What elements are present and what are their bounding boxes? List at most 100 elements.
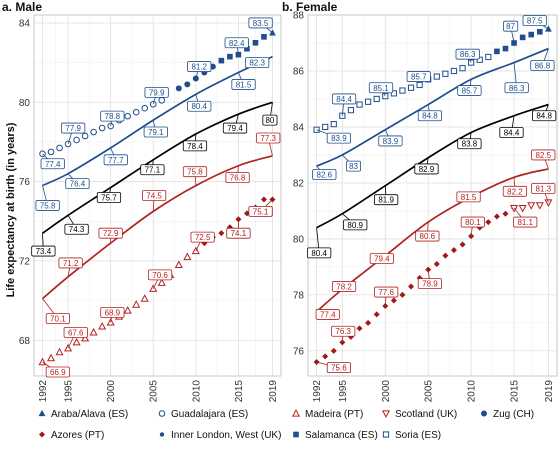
data-point (450, 247, 457, 254)
data-point (56, 144, 63, 152)
data-point (382, 93, 389, 100)
label-box (262, 114, 278, 126)
value-label: 82.4 (229, 39, 245, 48)
label-box (331, 281, 357, 292)
marker-series-triangle-filled (545, 25, 552, 32)
value-label: 86.3 (509, 84, 525, 93)
y-tick-label: 80 (19, 98, 31, 109)
label-box (98, 227, 123, 239)
value-label: 84.8 (422, 112, 438, 121)
legend-label: Azores (PT) (51, 430, 104, 441)
value-label: 84.4 (504, 129, 520, 138)
data-point (399, 291, 406, 298)
legend-marker (293, 431, 299, 438)
data-point (407, 84, 415, 91)
data-point (528, 31, 535, 38)
label-box (326, 132, 352, 144)
legend-item: Zug (CH) (481, 409, 534, 420)
y-tick-label: 80 (293, 234, 305, 245)
label-box (331, 93, 357, 105)
data-point (442, 70, 449, 77)
label-box (224, 37, 249, 49)
x-tick-label: 1992 (312, 380, 323, 403)
data-point (330, 121, 337, 128)
legend-item: Araba/Alava (ES) (38, 409, 128, 420)
data-point (502, 45, 509, 52)
value-label: 77.7 (108, 156, 124, 165)
data-point (365, 98, 372, 105)
data-point (235, 51, 242, 58)
legend-marker (158, 410, 166, 417)
x-tick-label: 1992 (38, 380, 49, 403)
label-box (369, 253, 394, 264)
data-point (433, 73, 440, 80)
data-point (535, 202, 544, 210)
x-tick-label: 2015 (234, 380, 245, 403)
value-label: 70.1 (50, 314, 66, 323)
data-point (494, 48, 500, 55)
value-label: 80.9 (347, 221, 363, 230)
data-point (485, 53, 492, 61)
data-point (537, 28, 543, 35)
data-point (390, 90, 397, 97)
value-label: 75.7 (101, 193, 117, 202)
legend-label: Salamanca (ES) (305, 430, 378, 441)
data-point (493, 213, 500, 220)
data-point (184, 81, 191, 88)
data-point (218, 57, 225, 64)
y-tick-label: 84 (293, 122, 305, 133)
label-box (530, 59, 555, 71)
data-point (502, 210, 509, 217)
data-point (442, 252, 449, 259)
legend-item: Scotland (UK) (381, 409, 457, 420)
data-point (132, 108, 140, 116)
label-box (31, 245, 56, 257)
value-label: 74.1 (231, 229, 247, 238)
data-point (140, 294, 149, 302)
value-label: 81.2 (191, 63, 207, 72)
label-box (378, 135, 403, 147)
plot-frame (33, 14, 282, 377)
value-label: 80.6 (420, 232, 436, 241)
data-point (174, 260, 183, 269)
label-box (226, 227, 251, 239)
label-box (522, 15, 547, 26)
data-point (408, 283, 415, 290)
data-point (98, 124, 106, 132)
value-label: 66.9 (50, 368, 66, 377)
value-label: 80.4 (311, 249, 327, 258)
legend-item: Soria (ES) (382, 430, 441, 441)
label-box (64, 223, 89, 235)
label-box (417, 110, 443, 122)
marker-series-square-open (313, 53, 492, 133)
label-box (502, 185, 528, 197)
data-point (322, 123, 329, 131)
legend-item: Madeira (PT) (291, 409, 363, 420)
data-point (356, 325, 363, 332)
legend-marker (382, 431, 390, 438)
label-box (346, 160, 362, 172)
value-label: 81.5 (461, 193, 477, 202)
value-label: 74.3 (69, 225, 85, 234)
x-tick-label: 2015 (510, 380, 521, 403)
data-point (519, 34, 526, 41)
value-label: 83.5 (253, 19, 269, 28)
value-label: 81.9 (378, 196, 394, 205)
y-tick-label: 72 (19, 256, 31, 267)
label-box (414, 163, 439, 175)
label-box (245, 57, 270, 69)
value-label: 85.7 (462, 87, 478, 96)
label-box (100, 110, 125, 122)
data-point (518, 204, 527, 213)
data-point (175, 85, 182, 92)
value-label: 82.9 (419, 165, 435, 174)
value-label: 80.1 (465, 218, 481, 227)
data-point (347, 107, 355, 114)
data-point (157, 278, 166, 286)
label-box (415, 230, 440, 242)
label-box (103, 154, 128, 166)
label-box (143, 126, 168, 138)
value-label: 76.8 (230, 174, 246, 183)
label-box (460, 216, 485, 228)
